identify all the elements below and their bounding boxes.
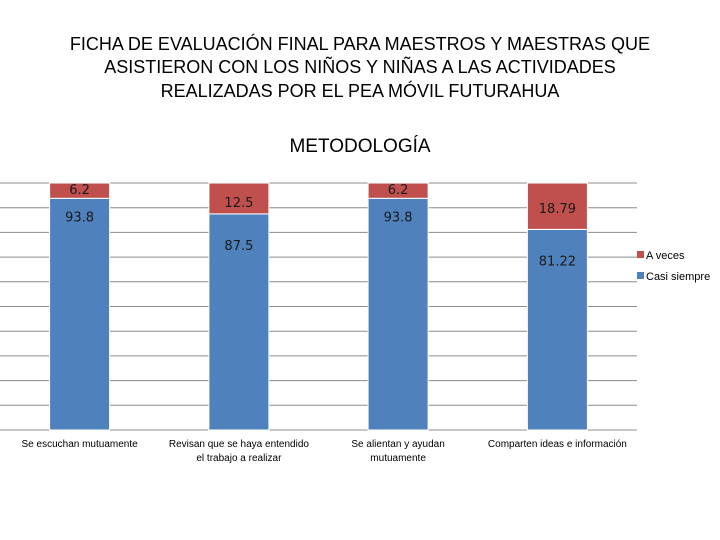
data-label: 6.2 bbox=[388, 183, 409, 198]
data-label: 18.79 bbox=[539, 202, 576, 217]
bars bbox=[49, 182, 588, 431]
bar-casi-siempre bbox=[526, 228, 588, 431]
main-title-line-2: ASISTIERON CON LOS NIÑOS Y NIÑAS A LAS A… bbox=[104, 56, 616, 77]
bar-a-veces bbox=[367, 182, 429, 199]
data-label: 93.8 bbox=[384, 210, 413, 225]
data-label: 93.8 bbox=[65, 210, 94, 225]
category-label: Se escuchan mutuamente bbox=[22, 439, 139, 450]
legend-swatch bbox=[637, 251, 644, 258]
legend: A veces Casi siempre bbox=[637, 250, 710, 283]
chart-title: METODOLOGÍA bbox=[289, 136, 430, 157]
bar-a-veces bbox=[49, 182, 111, 199]
category-labels: Se escuchan mutuamente Revisan que se hay… bbox=[22, 439, 627, 464]
category-label: mutuamente bbox=[370, 453, 426, 464]
data-label: 12.5 bbox=[224, 196, 253, 211]
main-title-line-1: FICHA DE EVALUACIÓN FINAL PARA MAESTROS … bbox=[70, 33, 650, 54]
bar-casi-siempre bbox=[49, 197, 111, 431]
data-label: 81.22 bbox=[539, 254, 576, 269]
category-label: Se alientan y ayudan bbox=[351, 439, 444, 450]
data-label: 6.2 bbox=[69, 183, 90, 198]
category-label: el trabajo a realizar bbox=[196, 453, 282, 464]
bar-a-veces bbox=[526, 182, 588, 230]
data-label: 87.5 bbox=[224, 239, 253, 254]
legend-swatch bbox=[637, 272, 644, 279]
main-title-line-3: REALIZADAS POR EL PEA MÓVIL FUTURAHUA bbox=[161, 80, 560, 101]
bar-casi-siempre bbox=[208, 213, 270, 431]
legend-label: A veces bbox=[646, 250, 685, 262]
main-title: FICHA DE EVALUACIÓN FINAL PARA MAESTROS … bbox=[70, 33, 650, 101]
category-label: Comparten ideas e información bbox=[488, 439, 627, 450]
bar-a-veces bbox=[208, 182, 270, 215]
legend-label: Casi siempre bbox=[646, 271, 710, 283]
bar-casi-siempre bbox=[367, 197, 429, 431]
data-labels: 93.8 6.2 87.5 12.5 93.8 6.2 81.22 18.79 bbox=[65, 183, 576, 269]
category-label: Revisan que se haya entendido bbox=[169, 439, 310, 450]
